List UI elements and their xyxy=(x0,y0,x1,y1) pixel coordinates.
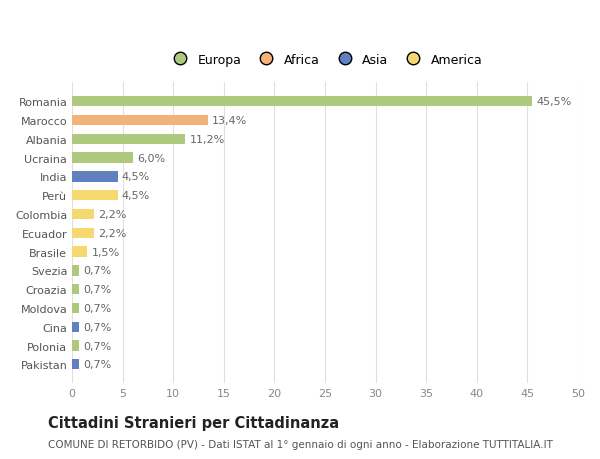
Text: 4,5%: 4,5% xyxy=(122,172,150,182)
Text: 1,5%: 1,5% xyxy=(91,247,119,257)
Text: 0,7%: 0,7% xyxy=(83,322,112,332)
Text: 0,7%: 0,7% xyxy=(83,285,112,295)
Text: 6,0%: 6,0% xyxy=(137,153,165,163)
Bar xyxy=(72,190,118,201)
Text: 0,7%: 0,7% xyxy=(83,303,112,313)
Bar xyxy=(72,303,79,313)
Text: 2,2%: 2,2% xyxy=(98,210,127,219)
Bar xyxy=(72,266,79,276)
Text: 2,2%: 2,2% xyxy=(98,228,127,238)
Bar xyxy=(72,116,208,126)
Text: 0,7%: 0,7% xyxy=(83,341,112,351)
Text: 0,7%: 0,7% xyxy=(83,266,112,276)
Bar xyxy=(72,228,94,238)
Text: 0,7%: 0,7% xyxy=(83,359,112,369)
Text: Cittadini Stranieri per Cittadinanza: Cittadini Stranieri per Cittadinanza xyxy=(48,415,339,430)
Bar xyxy=(72,341,79,351)
Bar xyxy=(72,359,79,369)
Text: 4,5%: 4,5% xyxy=(122,191,150,201)
Bar xyxy=(72,285,79,295)
Text: 11,2%: 11,2% xyxy=(190,134,225,145)
Bar xyxy=(72,247,87,257)
Bar xyxy=(72,97,532,107)
Text: 13,4%: 13,4% xyxy=(212,116,247,126)
Bar xyxy=(72,172,118,182)
Text: COMUNE DI RETORBIDO (PV) - Dati ISTAT al 1° gennaio di ogni anno - Elaborazione : COMUNE DI RETORBIDO (PV) - Dati ISTAT al… xyxy=(48,440,553,449)
Bar xyxy=(72,209,94,220)
Legend: Europa, Africa, Asia, America: Europa, Africa, Asia, America xyxy=(167,54,482,67)
Text: 45,5%: 45,5% xyxy=(536,97,572,107)
Bar xyxy=(72,134,185,145)
Bar xyxy=(72,322,79,332)
Bar xyxy=(72,153,133,163)
